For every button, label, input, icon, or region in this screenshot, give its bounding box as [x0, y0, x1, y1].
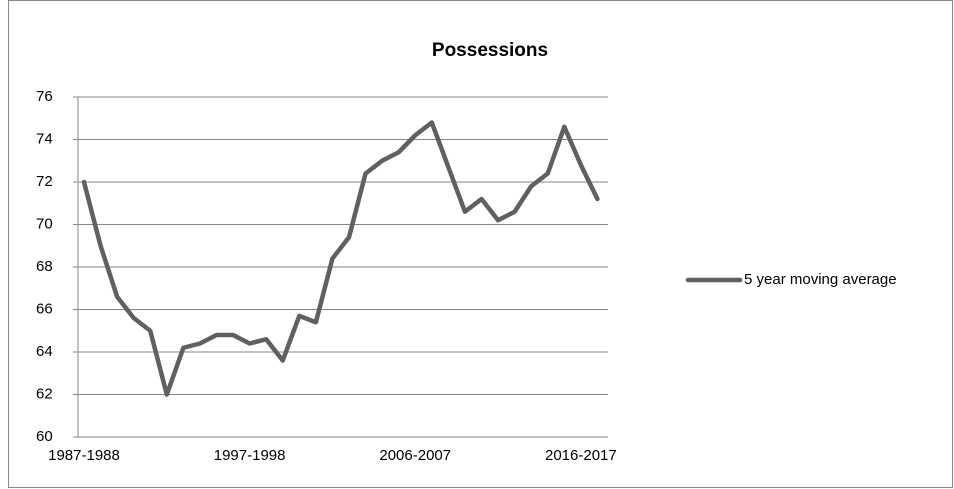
y-tick-label: 66: [36, 300, 53, 317]
chart-title: Possessions: [432, 40, 548, 61]
x-tick-label: 2016-2017: [545, 447, 617, 464]
y-tick-label: 64: [36, 343, 53, 360]
legend-label: 5 year moving average: [744, 271, 897, 288]
y-tick-label: 68: [36, 258, 53, 275]
y-tick-label: 70: [36, 215, 53, 232]
data-line: [81, 120, 600, 397]
chart-border: [8, 0, 953, 488]
y-tick-label: 76: [36, 88, 53, 105]
y-tick-label: 72: [36, 173, 53, 190]
x-tick-label: 1987-1988: [48, 447, 120, 464]
x-tick-label: 2006-2007: [379, 447, 451, 464]
y-tick-label: 60: [36, 428, 53, 445]
y-tick-label: 74: [36, 130, 53, 147]
y-tick-label: 62: [36, 385, 53, 402]
x-tick-label: 1997-1998: [214, 447, 286, 464]
